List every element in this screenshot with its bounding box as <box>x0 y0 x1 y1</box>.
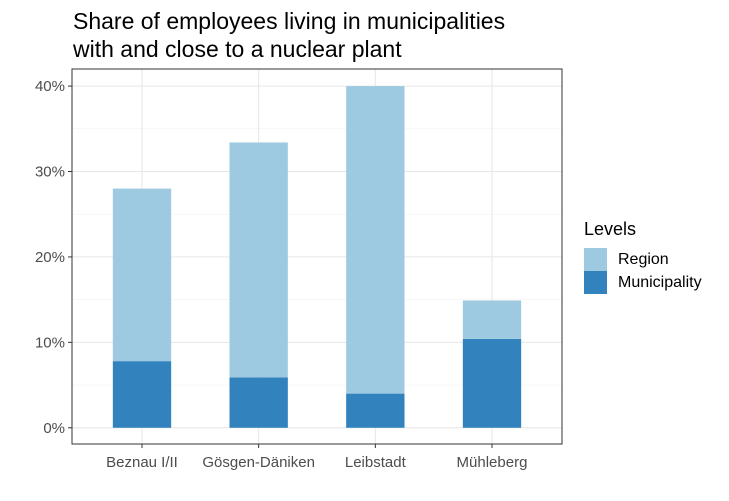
x-tick-label: Leibstadt <box>345 454 407 471</box>
bar-region <box>462 300 522 339</box>
legend-swatch-region <box>584 248 607 271</box>
x-tick-label: Beznau I/II <box>106 454 178 471</box>
x-tick-label: Mühleberg <box>457 454 528 471</box>
x-tick-label: Gösgen-Däniken <box>202 454 315 471</box>
bar-municipality <box>229 377 288 428</box>
legend-label-municipality: Municipality <box>618 273 702 291</box>
y-tick-label: 10% <box>35 334 65 351</box>
y-tick-label: 40% <box>35 78 65 95</box>
legend-label-region: Region <box>618 250 669 268</box>
legend: Levels Region Municipality <box>584 218 702 294</box>
bar-region <box>112 188 172 362</box>
legend-swatch-municipality <box>584 271 607 294</box>
y-tick-label: 20% <box>35 249 65 266</box>
axes: 0% 10% 20% 30% 40% Beznau I/II Gösgen-Däniken L… <box>35 78 527 471</box>
chart-title: Share of employees living in municipalit… <box>73 7 505 63</box>
y-tick-label: 0% <box>43 420 65 437</box>
bar-municipality <box>462 338 522 428</box>
legend-item-region: Region <box>584 248 702 271</box>
bar-region <box>229 142 288 378</box>
bars <box>112 86 522 428</box>
bar-municipality <box>346 393 405 428</box>
y-tick-label: 30% <box>35 164 65 181</box>
bar-municipality <box>112 361 172 428</box>
legend-item-municipality: Municipality <box>584 271 702 294</box>
bar-region <box>346 86 405 394</box>
legend-title: Levels <box>584 219 637 239</box>
chart-title-line-2: with and close to a nuclear plant <box>73 36 402 62</box>
chart-title-line-1: Share of employees living in municipalit… <box>73 8 506 34</box>
